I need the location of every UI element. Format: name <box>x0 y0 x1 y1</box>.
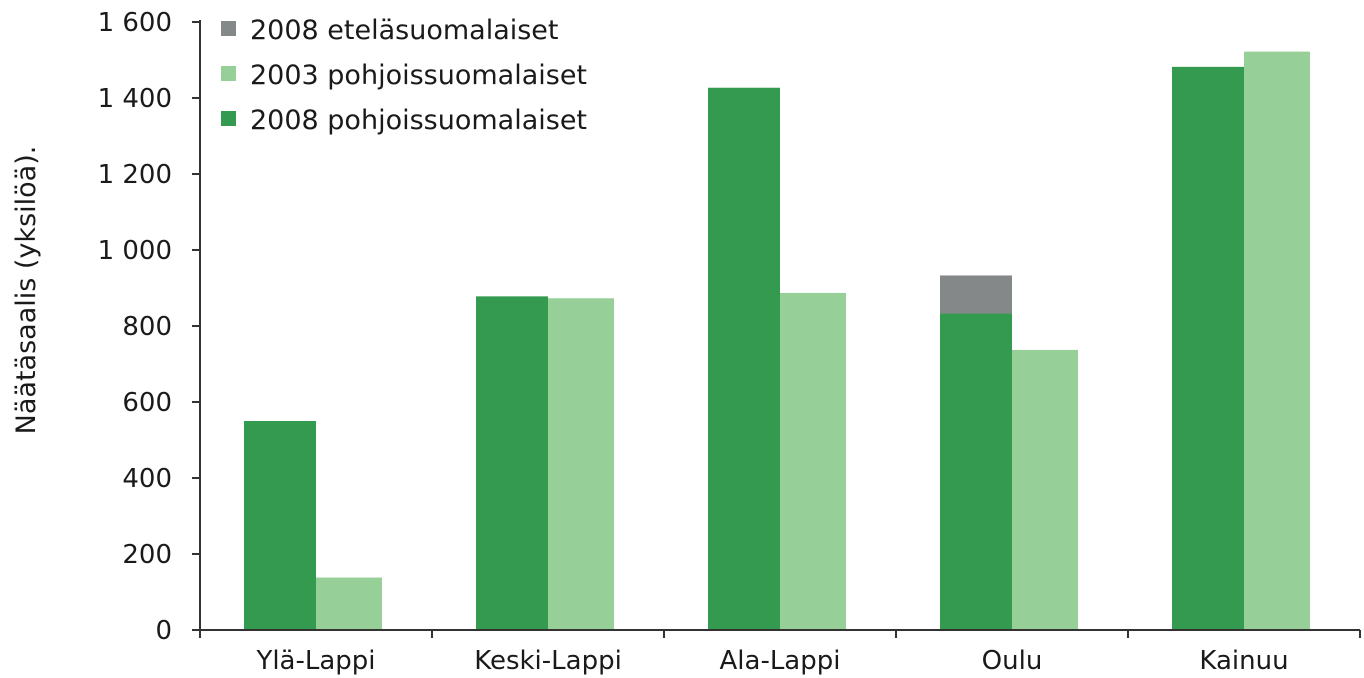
x-tick-label: Oulu <box>982 646 1043 676</box>
y-tick-label: 400 <box>122 464 172 494</box>
legend-label: 2008 pohjoissuomalaiset <box>250 105 587 136</box>
legend-swatch <box>221 111 236 126</box>
x-tick-label: Ylä-Lappi <box>255 646 375 676</box>
bar-2003-pohjois-2 <box>780 292 846 630</box>
bar-2008-pohjois-4 <box>1172 66 1244 631</box>
y-tick-label: 1 400 <box>98 84 172 114</box>
y-tick-label: 0 <box>155 616 172 646</box>
bar-2008-pohjois-1 <box>476 296 548 630</box>
y-tick-label: 600 <box>122 388 172 418</box>
x-axis: Ylä-Lappi Keski-Lappi Ala-Lappi Oulu Kainuu <box>199 629 1361 676</box>
x-tick-label: Ala-Lappi <box>720 646 841 676</box>
bar-2008-pohjois-3 <box>940 313 1012 630</box>
y-axis-title: Näätäsaalis (yksilöä). <box>11 146 42 435</box>
legend: 2008 eteläsuomalaiset 2003 pohjoissuomala… <box>221 15 587 136</box>
y-tick-label: 1 200 <box>98 160 172 190</box>
bar-2003-pohjois-3 <box>1012 349 1078 630</box>
y-tick-label: 1 600 <box>98 8 172 38</box>
bar-2008-pohjois-0 <box>244 421 316 630</box>
bar-2003-pohjois-4 <box>1244 51 1310 630</box>
legend-label: 2008 eteläsuomalaiset <box>250 15 559 46</box>
x-tick-label: Keski-Lappi <box>474 646 622 676</box>
bar-2008-etela-3 <box>940 275 1012 314</box>
legend-swatch <box>221 66 236 81</box>
bar-2003-pohjois-1 <box>548 298 614 630</box>
legend-swatch <box>221 21 236 36</box>
x-tick-label: Kainuu <box>1199 646 1288 676</box>
bars-layer <box>244 51 1310 631</box>
bar-2003-pohjois-0 <box>316 577 382 630</box>
y-axis: 0 200 400 600 800 1 000 1 200 1 400 1 600 <box>98 8 201 646</box>
bar-2008-pohjois-2 <box>708 87 780 631</box>
legend-label: 2003 pohjoissuomalaiset <box>250 60 587 91</box>
y-tick-label: 800 <box>122 312 172 342</box>
y-tick-label: 1 000 <box>98 236 172 266</box>
y-tick-label: 200 <box>122 540 172 570</box>
